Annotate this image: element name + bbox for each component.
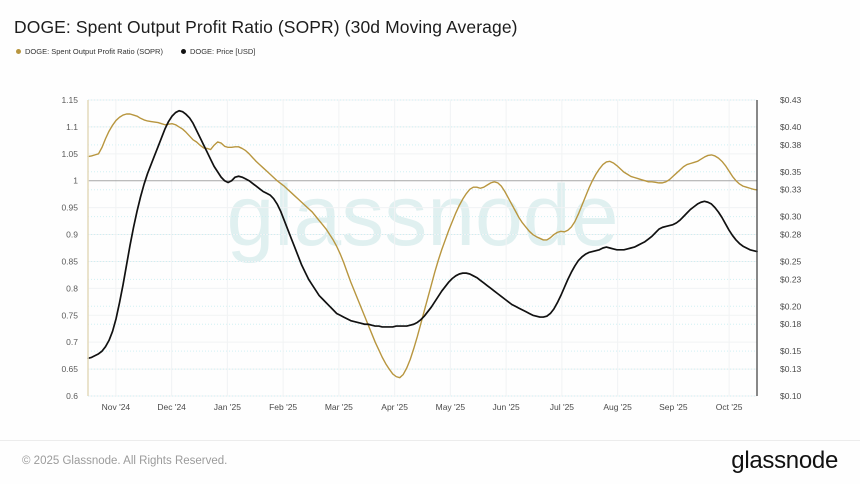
y-axis-left-tick: 0.65 [61, 364, 78, 374]
y-axis-right-tick: $0.35 [780, 167, 802, 177]
glassnode-wordmark: glassnode [731, 447, 838, 474]
svg-text:glassnode: glassnode [226, 168, 618, 264]
legend-color-swatch-price [180, 49, 186, 54]
y-axis-left-tick: 0.7 [66, 337, 78, 347]
chart-plot-area[interactable]: glassnode 0.6 0.65 0.7 0.75 0.8 0.85 0.9 0.95 1 1.… [0, 0, 860, 440]
y-axis-left-tick: 0.9 [66, 230, 78, 240]
legend-item-price[interactable]: DOGE: Price [USD] [180, 47, 256, 56]
copyright-text: © 2025 Glassnode. All Rights Reserved. [22, 455, 228, 467]
legend-item-sopr[interactable]: DOGE: Spent Output Profit Ratio (SOPR) [16, 47, 163, 56]
y-axis-right-tick: $0.23 [780, 274, 802, 284]
y-axis-right-tick: $0.10 [780, 391, 802, 401]
x-axis-tick: Apr '25 [381, 402, 408, 412]
x-axis-tick: May '25 [436, 402, 466, 412]
y-axis-left-tick: 1.1 [66, 122, 78, 132]
x-axis-tick: Jan '25 [214, 402, 241, 412]
y-axis-right-tick: $0.40 [780, 122, 802, 132]
x-axis-tick: Nov '24 [102, 402, 131, 412]
y-axis-right-tick: $0.18 [780, 319, 802, 329]
y-axis-right-tick: $0.25 [780, 256, 802, 266]
chart-svg: glassnode 0.6 0.65 0.7 0.75 0.8 0.85 0.9 0.95 1 1.… [61, 95, 802, 412]
x-axis-tick: Dec '24 [157, 402, 186, 412]
chart-legend: DOGE: Spent Output Profit Ratio (SOPR) D… [16, 47, 255, 56]
legend-label-sopr: DOGE: Spent Output Profit Ratio (SOPR) [25, 47, 163, 56]
x-axis-tick: Sep '25 [659, 402, 688, 412]
x-axis-tick: Jun '25 [493, 402, 520, 412]
y-axis-left-tick: 0.95 [61, 203, 78, 213]
y-axis-right-tick: $0.15 [780, 346, 802, 356]
y-axis-left-tick: 0.75 [61, 310, 78, 320]
y-axis-left-tick: 0.85 [61, 256, 78, 266]
legend-label-price: DOGE: Price [USD] [189, 47, 256, 56]
y-axis-left-tick: 0.8 [66, 283, 78, 293]
y-axis-right-tick: $0.38 [780, 140, 802, 150]
y-axis-right-tick: $0.20 [780, 301, 802, 311]
x-axis-tick: Aug '25 [603, 402, 632, 412]
y-axis-left-tick: 1 [73, 176, 78, 186]
y-axis-right-tick: $0.43 [780, 95, 802, 105]
x-axis-tick: Feb '25 [269, 402, 297, 412]
x-axis-tick: Oct '25 [716, 402, 743, 412]
y-axis-left-tick: 1.15 [61, 95, 78, 105]
x-axis-tick: Jul '25 [550, 402, 575, 412]
y-axis-right-tick: $0.28 [780, 230, 802, 240]
y-axis-right-tick: $0.13 [780, 364, 802, 374]
page-title: DOGE: Spent Output Profit Ratio (SOPR) (… [14, 17, 518, 37]
y-axis-right-tick: $0.33 [780, 185, 802, 195]
y-axis-left-tick: 0.6 [66, 391, 78, 401]
chart-footer: © 2025 Glassnode. All Rights Reserved. g… [0, 440, 860, 484]
y-axis-left-tick: 1.05 [61, 149, 78, 159]
legend-color-swatch-sopr [16, 49, 21, 54]
x-axis-tick: Mar '25 [325, 402, 353, 412]
y-axis-right-tick: $0.30 [780, 212, 802, 222]
